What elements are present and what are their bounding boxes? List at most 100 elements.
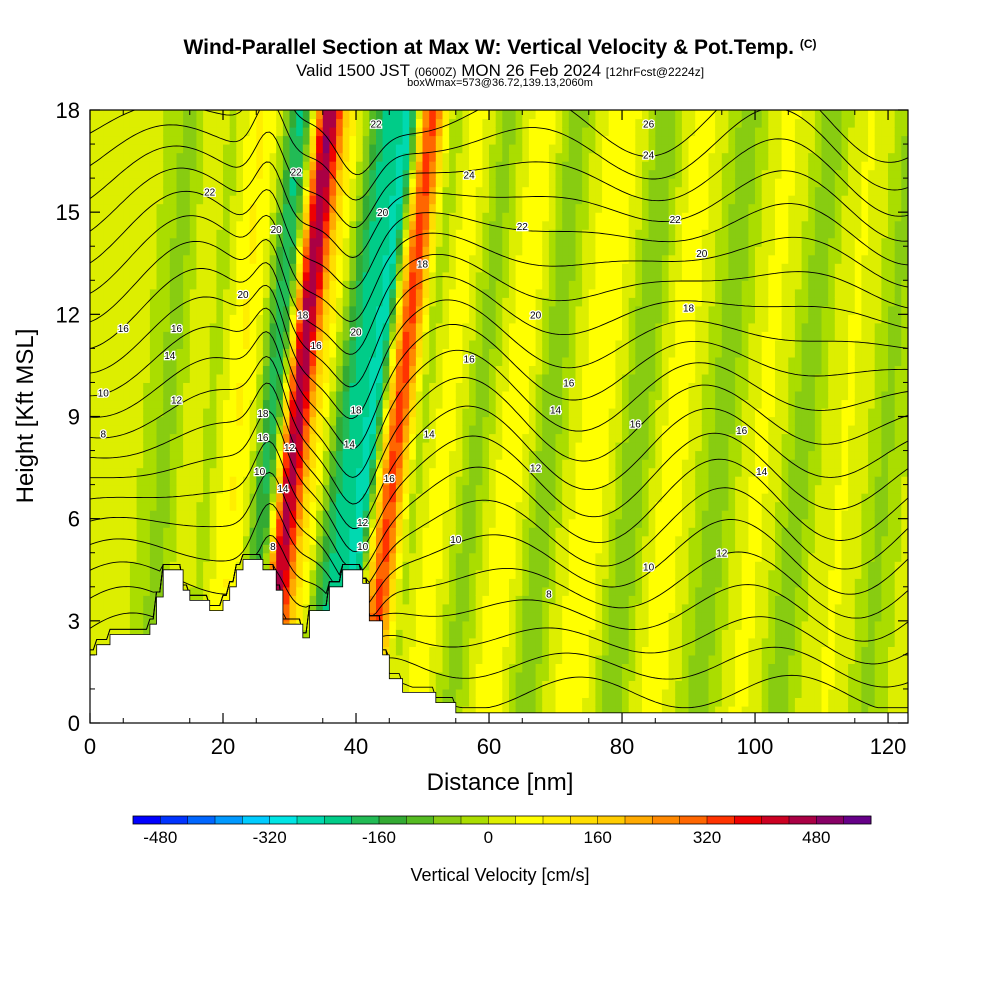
velocity-cell <box>369 220 377 230</box>
velocity-cell <box>163 373 171 383</box>
velocity-cell <box>236 178 244 188</box>
velocity-cell <box>542 356 550 366</box>
velocity-cell <box>515 501 523 511</box>
velocity-cell <box>509 391 517 401</box>
velocity-cell <box>489 629 497 639</box>
velocity-cell <box>216 561 224 571</box>
velocity-cell <box>143 552 151 562</box>
velocity-cell <box>455 339 464 349</box>
velocity-cell <box>362 152 370 162</box>
velocity-cell <box>356 518 364 528</box>
velocity-cell <box>349 450 357 460</box>
velocity-cell <box>316 186 324 196</box>
velocity-cell <box>282 297 291 307</box>
velocity-cell <box>216 195 224 205</box>
velocity-cell <box>269 263 277 273</box>
velocity-cell <box>522 263 530 273</box>
velocity-cell <box>262 178 271 188</box>
velocity-cell <box>415 178 424 188</box>
velocity-cell <box>189 178 198 188</box>
velocity-cell <box>475 331 483 341</box>
velocity-cell <box>163 152 171 162</box>
velocity-cell <box>163 314 171 324</box>
velocity-cell <box>462 416 470 426</box>
velocity-cell <box>129 561 138 571</box>
velocity-cell <box>509 697 517 707</box>
velocity-cell <box>203 552 211 562</box>
velocity-cell <box>196 127 204 137</box>
velocity-cell <box>528 484 537 494</box>
velocity-cell <box>362 527 370 537</box>
velocity-cell <box>296 442 304 452</box>
velocity-cell <box>103 195 111 205</box>
velocity-cell <box>449 680 457 690</box>
velocity-cell <box>528 127 537 137</box>
velocity-cell <box>329 433 337 443</box>
velocity-cell <box>183 510 191 520</box>
velocity-cell <box>522 569 530 579</box>
velocity-cell <box>382 373 390 383</box>
velocity-cell <box>176 382 184 392</box>
velocity-cell <box>149 527 158 537</box>
velocity-cell <box>382 467 390 477</box>
velocity-cell <box>482 144 490 154</box>
velocity-cell <box>528 569 537 579</box>
velocity-cell <box>442 399 450 409</box>
velocity-cell <box>542 416 550 426</box>
velocity-cell <box>342 135 350 145</box>
velocity-cell <box>435 331 444 341</box>
velocity-cell <box>90 322 98 332</box>
velocity-cell <box>136 186 144 196</box>
velocity-cell <box>282 578 291 588</box>
velocity-cell <box>216 144 224 154</box>
velocity-cell <box>136 629 144 639</box>
velocity-cell <box>143 620 151 630</box>
velocity-cell <box>196 510 204 520</box>
velocity-cell <box>395 212 404 222</box>
velocity-cell <box>216 110 224 120</box>
velocity-cell <box>129 373 138 383</box>
velocity-cell <box>495 561 503 571</box>
velocity-cell <box>342 501 350 511</box>
velocity-cell <box>289 382 297 392</box>
velocity-cell <box>429 561 437 571</box>
velocity-cell <box>435 646 444 656</box>
velocity-cell <box>176 297 184 307</box>
velocity-cell <box>309 203 317 213</box>
velocity-cell <box>522 288 530 298</box>
velocity-cell <box>475 595 483 605</box>
velocity-cell <box>296 212 304 222</box>
velocity-cell <box>422 484 430 494</box>
velocity-cell <box>336 229 344 239</box>
velocity-cell <box>422 442 430 452</box>
velocity-cell <box>196 399 204 409</box>
velocity-cell <box>243 212 251 222</box>
velocity-cell <box>522 356 530 366</box>
velocity-cell <box>415 450 424 460</box>
velocity-cell <box>489 544 497 554</box>
velocity-cell <box>262 322 271 332</box>
velocity-cell <box>183 110 191 120</box>
velocity-cell <box>316 246 324 256</box>
velocity-cell <box>169 501 178 511</box>
velocity-cell <box>369 322 377 332</box>
velocity-cell <box>369 569 377 579</box>
velocity-cell <box>515 612 523 622</box>
velocity-cell <box>502 195 510 205</box>
velocity-cell <box>90 442 98 452</box>
velocity-cell <box>409 476 417 486</box>
velocity-cell <box>169 527 178 537</box>
velocity-cell <box>475 169 483 179</box>
velocity-cell <box>429 246 437 256</box>
velocity-cell <box>103 135 111 145</box>
velocity-cell <box>110 203 118 213</box>
velocity-cell <box>163 433 171 443</box>
velocity-cell <box>329 271 337 281</box>
velocity-cell <box>223 271 231 281</box>
velocity-cell <box>542 237 550 247</box>
velocity-cell <box>269 399 277 409</box>
velocity-cell <box>129 586 138 596</box>
velocity-cell <box>136 178 144 188</box>
velocity-cell <box>209 348 217 358</box>
velocity-cell <box>389 246 397 256</box>
